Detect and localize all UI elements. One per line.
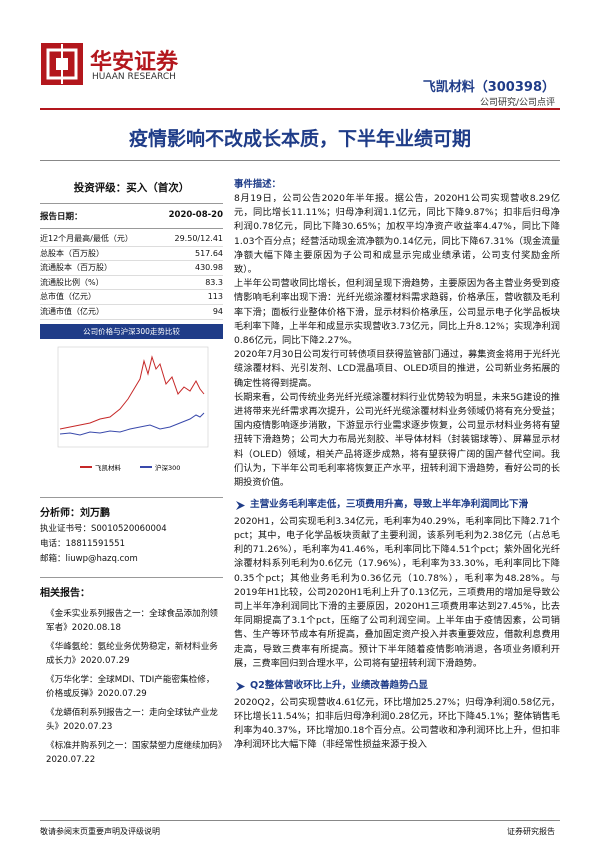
event-body: 8月19日，公司公告2020年半年报。据公告，2020H1公司实现营收8.29亿… bbox=[234, 192, 560, 490]
paragraph: 8月19日，公司公告2020年半年报。据公告，2020H1公司实现营收8.29亿… bbox=[234, 193, 560, 276]
report-date-label: 报告日期： bbox=[40, 212, 83, 222]
sections: 主营业务毛利率走低，三项费用升高，导致上半年净利润同比下滑 2020H1，公司实现… bbox=[234, 498, 560, 752]
section-heading: Q2整体营收环比上升，业绩改善趋势凸显 bbox=[234, 679, 560, 694]
logo-icon bbox=[41, 43, 83, 85]
stat-value: 29.50/12.41 bbox=[174, 234, 224, 243]
logo-cn: 华安证券 bbox=[90, 49, 179, 75]
section-heading: 主营业务毛利率走低，三项费用升高，导致上半年净利润同比下滑 bbox=[234, 498, 560, 513]
header-rule bbox=[40, 108, 560, 110]
analyst-line: 电话：18811591551 bbox=[40, 538, 125, 549]
price-chart: 飞凯材料 沪深300 bbox=[57, 346, 209, 472]
paragraph: 2020H1，公司实现毛利3.34亿元，毛利率为40.29%，毛利率同比下降2.… bbox=[234, 515, 560, 669]
bullet-shape bbox=[236, 682, 245, 691]
stat-label: 流通股比例（%） bbox=[40, 277, 104, 287]
analyst-line: 分析师：刘万鹏 bbox=[40, 507, 110, 519]
legend-label: 飞凯材料 bbox=[95, 463, 122, 472]
paragraph: 2020Q2，公司实现营收4.61亿元，环比增加25.27%；归母净利润0.58… bbox=[234, 696, 560, 751]
stat-label: 流通股本（百万股） bbox=[40, 263, 112, 273]
subtitle: 公司研究/公司点评 bbox=[479, 98, 555, 108]
stat-value: 83.3 bbox=[205, 277, 223, 287]
related-item: 《华峰氨纶：氨纶业务优势稳定，新材料业务成长力》2020.07.29 bbox=[46, 641, 218, 666]
stat-label: 流通市值（亿元） bbox=[40, 306, 104, 316]
stat-value: 517.64 bbox=[195, 248, 223, 258]
chart-title: 公司价格与沪深300走势比较 bbox=[40, 323, 223, 339]
stat-row: 总市值（亿元） 113 bbox=[40, 290, 223, 305]
footer-left: 敬请参阅末页重要声明及评级说明 bbox=[40, 827, 160, 836]
stat-label: 近12个月最高/最低（元） bbox=[40, 234, 133, 243]
stat-value: 94 bbox=[212, 306, 223, 316]
title: 疫情影响不改成长本质，下半年业绩可期 bbox=[128, 128, 471, 150]
paragraph: 2020年7月30日公司发行可转债项目获得监管部门通过，募集资金将用于光纤光缆涂… bbox=[234, 349, 560, 389]
stat-row: 流通股比例（%） 83.3 bbox=[40, 276, 223, 291]
analyst: 分析师：刘万鹏执业证书号：S0010520060004 电话：1881159155… bbox=[40, 504, 223, 567]
company: 飞凯材料（300398） bbox=[422, 80, 555, 95]
report-date: 2020-08-20 bbox=[168, 210, 223, 220]
bullet-icon bbox=[236, 682, 245, 691]
stat-row: 流通股本（百万股） 430.98 bbox=[40, 261, 223, 276]
related-item: 《万华化学：全球MDI、TDI产能密集检修，价格或反弹》2020.07.29 bbox=[46, 674, 215, 699]
report-date-row: 报告日期： 2020-08-20 bbox=[40, 204, 223, 229]
stat-value: 113 bbox=[207, 292, 223, 302]
bullet-shape bbox=[236, 501, 245, 511]
bullet-icon bbox=[236, 501, 245, 511]
related-item: 《龙蟒佰利系列报告之一：走向全球钛产业龙头》2020.07.23 bbox=[46, 707, 218, 732]
logo-en: HUAAN RESEARCH bbox=[92, 72, 176, 82]
stat-label: 总股本（百万股） bbox=[40, 248, 104, 258]
stat-row: 流通市值（亿元） 94 bbox=[40, 305, 223, 320]
legend-label: 沪深300 bbox=[155, 463, 180, 472]
footer-rule bbox=[40, 820, 560, 821]
rating: 投资评级：买入（首次） bbox=[40, 172, 223, 204]
sidebar: 投资评级：买入（首次） 报告日期： 2020-08-20 近12个月最高/最低（… bbox=[40, 172, 223, 772]
analyst-line: 执业证书号：S0010520060004 bbox=[40, 523, 167, 534]
related-block: 相关报告： 《金禾实业系列报告之一：全球食品添加剂领军者》2020.08.18 《… bbox=[40, 576, 223, 767]
stats: 近12个月最高/最低（元） 29.50/12.41 总股本（百万股） 517.64 流通… bbox=[40, 232, 223, 320]
related-item: 《标准并购系列之一：国家禁塑力度继续加码》2020.07.22 bbox=[46, 740, 223, 765]
related-title: 相关报告： bbox=[40, 587, 90, 599]
analyst-block: 分析师：刘万鹏执业证书号：S0010520060004 电话：1881159155… bbox=[40, 496, 223, 567]
stat-row: 总股本（百万股） 517.64 bbox=[40, 247, 223, 262]
stat-label: 总市值（亿元） bbox=[40, 292, 96, 302]
main-column: 事件描述： 8月19日，公司公告2020年半年报。据公告，2020H1公司实现营… bbox=[234, 176, 560, 808]
paragraph: 长期来看，公司传统业务光纤光缆涂覆材料行业优势较为明显，未来5G建设的推进将带来… bbox=[234, 391, 560, 489]
title-rule bbox=[40, 160, 560, 161]
related-item: 《金禾实业系列报告之一：全球食品添加剂领军者》2020.08.18 bbox=[46, 608, 218, 633]
stat-row: 近12个月最高/最低（元） 29.50/12.41 bbox=[40, 232, 223, 247]
analyst-line: 邮箱：liuwp@hazq.com bbox=[40, 553, 138, 564]
event-title: 事件描述： bbox=[234, 179, 281, 190]
stat-value: 430.98 bbox=[195, 263, 223, 273]
footer-right: 证券研究报告 bbox=[507, 827, 555, 836]
related-list: 《金禾实业系列报告之一：全球食品添加剂领军者》2020.08.18 《华峰氨纶：氨… bbox=[40, 607, 223, 767]
paragraph: 上半年公司营收同比增长，但利润呈现下滑趋势，主要原因为各主营业务受到疫情影响毛利… bbox=[234, 278, 560, 347]
